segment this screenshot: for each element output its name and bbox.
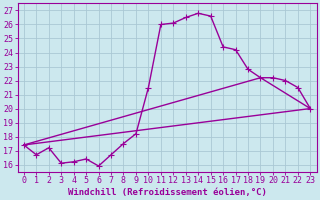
X-axis label: Windchill (Refroidissement éolien,°C): Windchill (Refroidissement éolien,°C) [68,188,267,197]
